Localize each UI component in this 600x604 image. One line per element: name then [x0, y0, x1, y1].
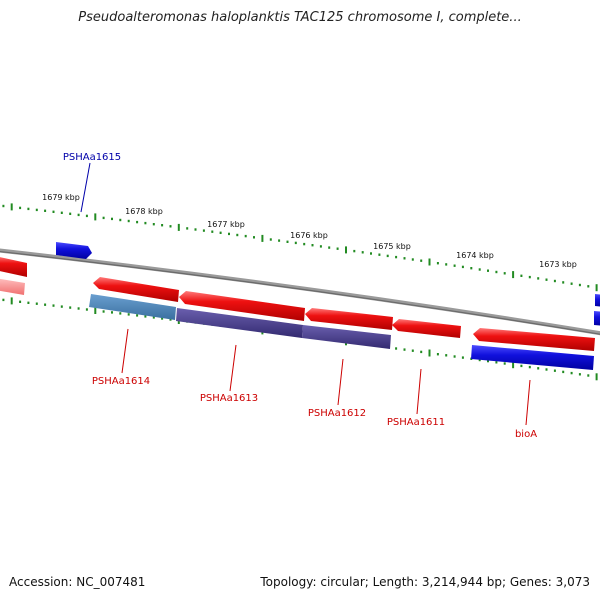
- kbp-label-1673: 1673 kbp: [539, 260, 577, 269]
- gene-label-PSHAa1614[interactable]: PSHAa1614: [92, 376, 150, 387]
- label-line-PSHAa1613: [229, 344, 237, 392]
- kbp-label-1679: 1679 kbp: [42, 193, 80, 202]
- kbp-label-1676: 1676 kbp: [290, 231, 328, 240]
- gene-feature-bioA-blue[interactable]: [471, 345, 594, 370]
- gene-feature-edge-blue-lower[interactable]: [594, 311, 600, 326]
- accession-label: Accession: NC_007481: [9, 575, 146, 589]
- gene-label-PSHAa1611[interactable]: PSHAa1611: [387, 417, 445, 428]
- label-line-PSHAa1612: [337, 358, 344, 406]
- topology-summary: Topology: circular; Length: 3,214,944 bp…: [260, 575, 590, 589]
- kbp-label-1675: 1675 kbp: [373, 242, 411, 251]
- kbp-label-1678: 1678 kbp: [125, 207, 163, 216]
- genome-backbone-shadow: [0, 250, 600, 335]
- gene-feature-edge-red[interactable]: [0, 256, 27, 277]
- label-line-PSHAa1615: [80, 162, 91, 213]
- kbp-label-1677: 1677 kbp: [207, 220, 245, 229]
- gene-feature-bioA-red[interactable]: [473, 328, 595, 351]
- gene-label-PSHAa1612[interactable]: PSHAa1612: [308, 408, 366, 419]
- label-line-PSHAa1611: [416, 368, 422, 415]
- gene-feature-edge-red-light[interactable]: [0, 278, 25, 295]
- genome-backbone: [0, 248, 600, 336]
- gene-feature-edge-blue-upper[interactable]: [595, 294, 600, 307]
- gene-feature-PSHAa1613-red[interactable]: [179, 291, 305, 321]
- label-line-PSHAa1614: [121, 328, 129, 374]
- gene-feature-PSHAa1612-purple[interactable]: [302, 325, 391, 349]
- gene-feature-PSHAa1614-red[interactable]: [93, 277, 179, 302]
- sequence-title: Pseudoalteromonas haloplanktis TAC125 ch…: [78, 10, 522, 25]
- gene-feature-PSHAa1614-steel[interactable]: [89, 294, 176, 320]
- gene-feature-PSHAa1611-red[interactable]: [392, 319, 461, 338]
- gene-label-PSHAa1613[interactable]: PSHAa1613: [200, 393, 258, 404]
- gene-feature-PSHAa1613-purple[interactable]: [176, 308, 303, 338]
- gene-label-PSHAa1615[interactable]: PSHAa1615: [63, 152, 121, 163]
- gene-label-bioA[interactable]: bioA: [515, 429, 537, 440]
- gene-feature-PSHAa1615[interactable]: [56, 242, 92, 259]
- label-line-bioA: [525, 379, 531, 426]
- gene-feature-PSHAa1612-red[interactable]: [305, 308, 393, 330]
- kbp-label-1674: 1674 kbp: [456, 251, 494, 260]
- kbp-scale-ticks: [2, 203, 598, 292]
